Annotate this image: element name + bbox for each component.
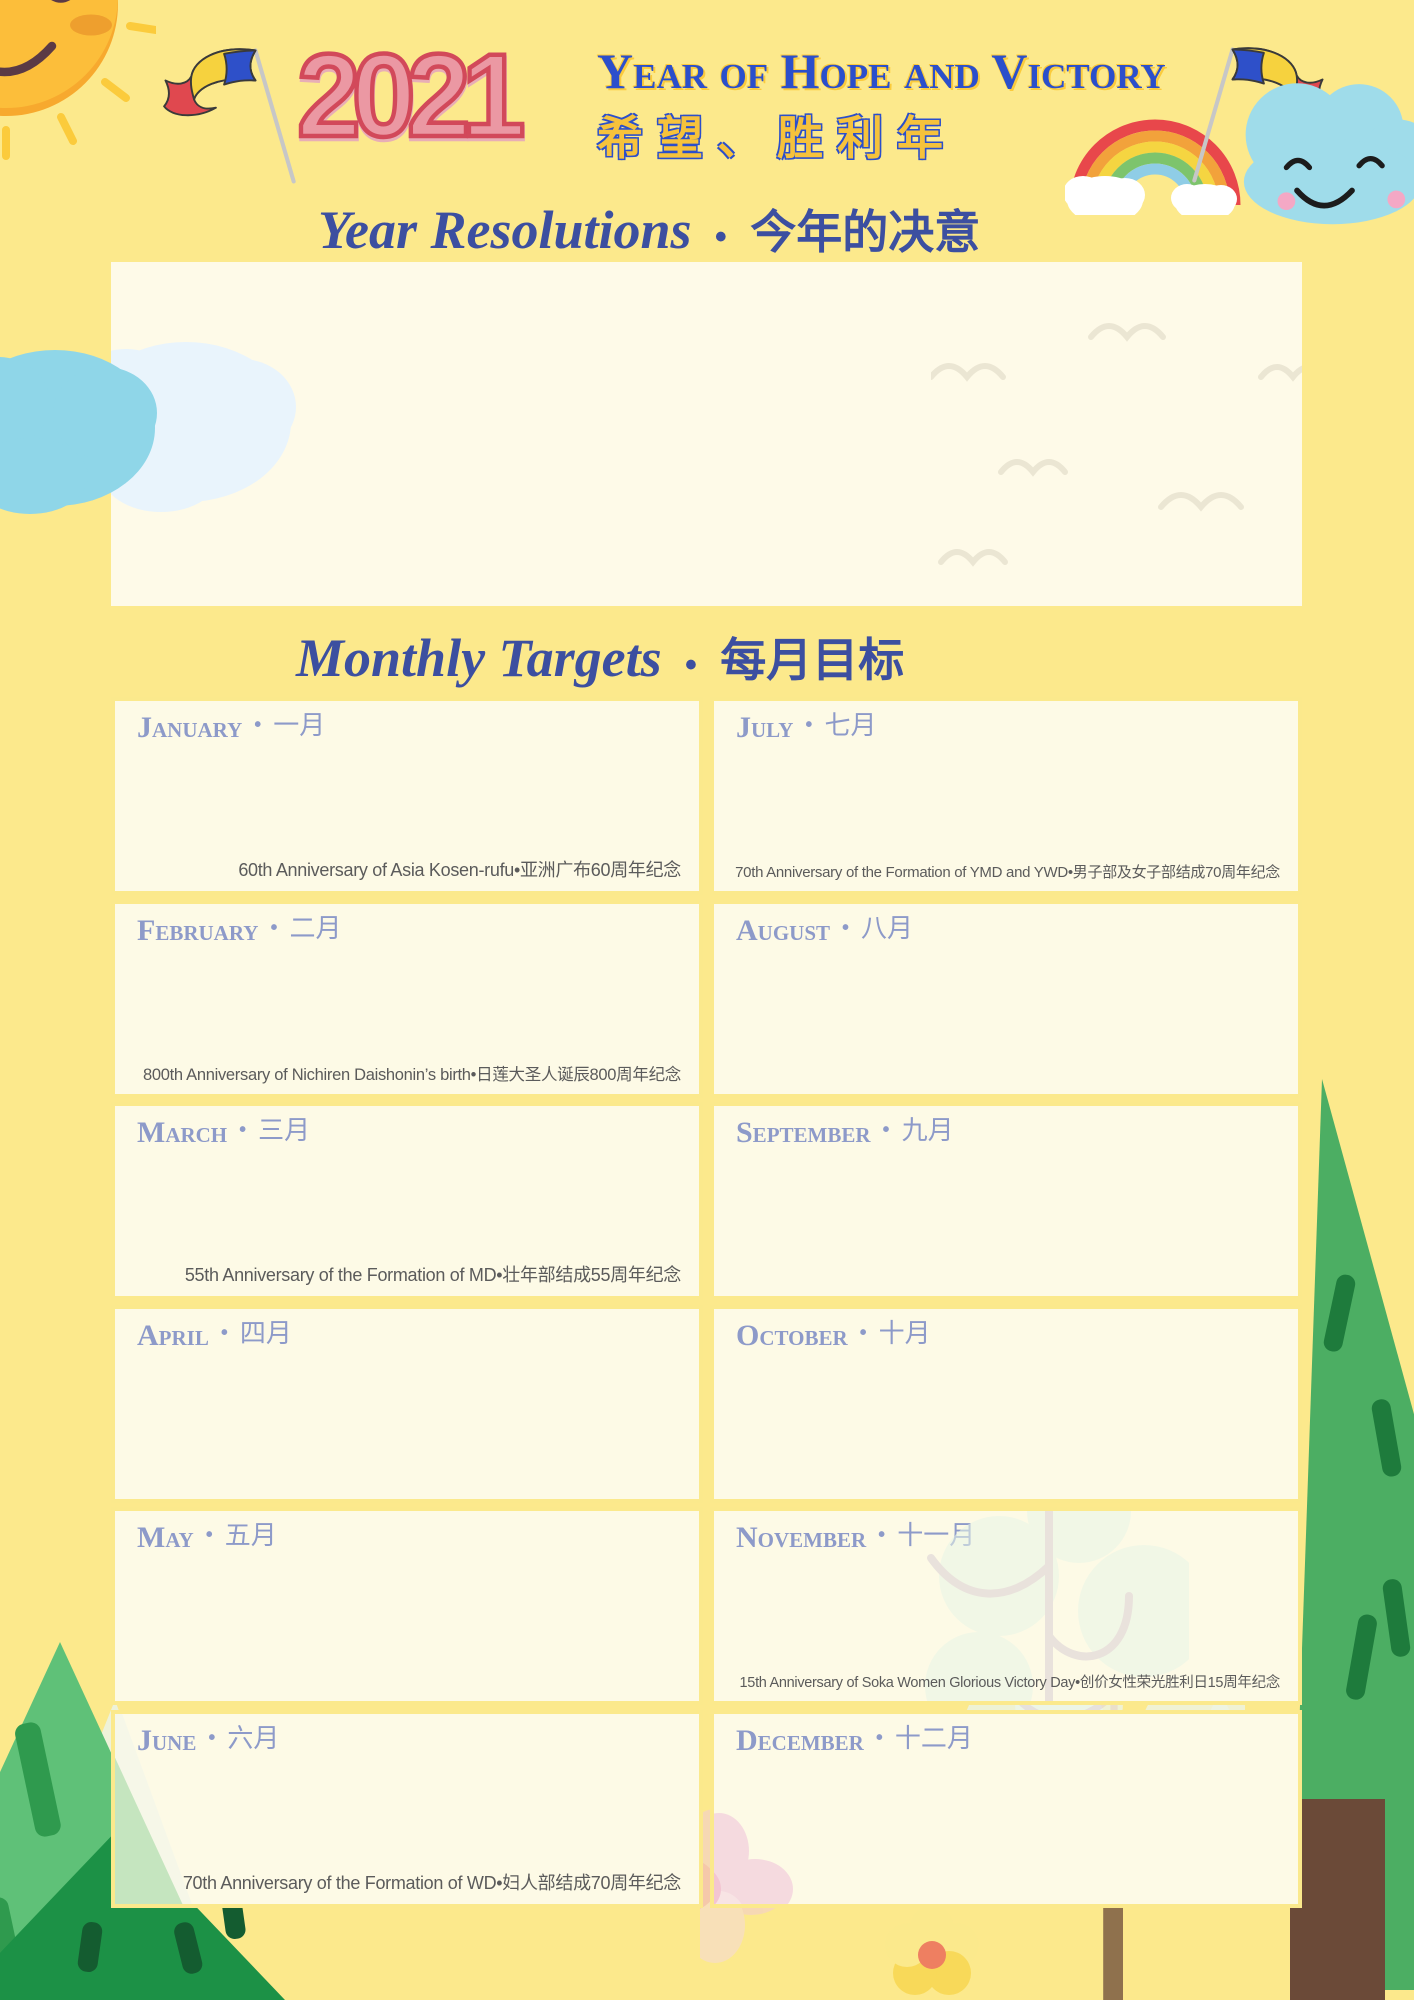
svg-text:2021: 2021 (297, 40, 523, 160)
